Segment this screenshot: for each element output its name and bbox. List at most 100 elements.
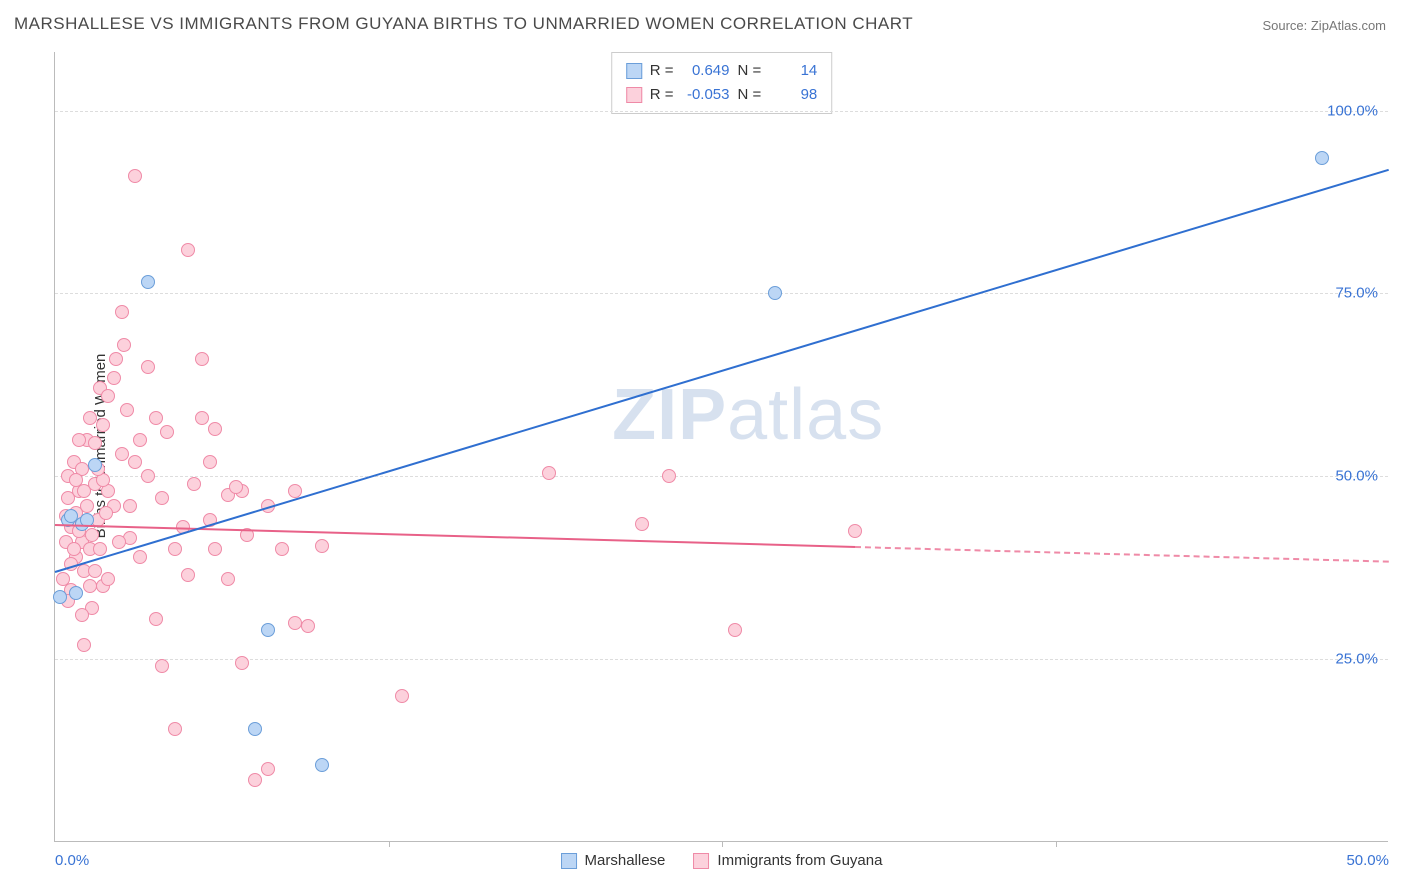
data-point <box>662 469 676 483</box>
data-point <box>229 480 243 494</box>
x-tick-mark <box>389 841 390 847</box>
gridline-h <box>55 476 1388 477</box>
trend-line <box>55 169 1390 573</box>
data-point <box>83 579 97 593</box>
data-point <box>181 243 195 257</box>
data-point <box>128 169 142 183</box>
data-point <box>315 539 329 553</box>
data-point <box>133 550 147 564</box>
data-point <box>149 612 163 626</box>
stat-r-label: R = <box>650 83 674 107</box>
data-point <box>99 506 113 520</box>
x-tick-label: 50.0% <box>1346 852 1389 869</box>
data-point <box>115 447 129 461</box>
data-point <box>77 638 91 652</box>
watermark-atlas: atlas <box>727 375 884 455</box>
data-point <box>141 275 155 289</box>
data-point <box>542 466 556 480</box>
data-point <box>83 411 97 425</box>
legend-item-series1: Marshallese <box>561 852 666 869</box>
data-point <box>235 656 249 670</box>
data-point <box>187 477 201 491</box>
data-point <box>123 499 137 513</box>
y-tick-label: 25.0% <box>1335 651 1378 668</box>
data-point <box>181 568 195 582</box>
data-point <box>168 542 182 556</box>
data-point <box>101 389 115 403</box>
legend-label: Marshallese <box>585 852 666 869</box>
data-point <box>77 484 91 498</box>
legend-item-series2: Immigrants from Guyana <box>693 852 882 869</box>
data-point <box>88 458 102 472</box>
correlation-stats-box: R = 0.649 N = 14 R = -0.053 N = 98 <box>611 52 833 114</box>
data-point <box>112 535 126 549</box>
data-point <box>141 469 155 483</box>
data-point <box>107 371 121 385</box>
data-point <box>101 572 115 586</box>
data-point <box>248 722 262 736</box>
gridline-h <box>55 111 1388 112</box>
data-point <box>109 352 123 366</box>
stat-n-value: 98 <box>769 83 817 107</box>
stat-r-label: R = <box>650 59 674 83</box>
data-point <box>160 425 174 439</box>
x-tick-mark <box>1056 841 1057 847</box>
data-point <box>72 433 86 447</box>
bottom-legend: Marshallese Immigrants from Guyana <box>561 852 883 869</box>
stat-n-value: 14 <box>769 59 817 83</box>
data-point <box>203 455 217 469</box>
data-point <box>261 623 275 637</box>
data-point <box>635 517 649 531</box>
data-point <box>53 590 67 604</box>
data-point <box>93 542 107 556</box>
source-attribution: Source: ZipAtlas.com <box>1262 18 1386 33</box>
data-point <box>208 542 222 556</box>
data-point <box>75 608 89 622</box>
data-point <box>261 762 275 776</box>
series2-swatch <box>626 87 642 103</box>
data-point <box>96 418 110 432</box>
stats-row-series2: R = -0.053 N = 98 <box>626 83 818 107</box>
series1-swatch <box>561 853 577 869</box>
data-point <box>1315 151 1329 165</box>
data-point <box>133 433 147 447</box>
data-point <box>301 619 315 633</box>
data-point <box>80 499 94 513</box>
stat-r-value: -0.053 <box>682 83 730 107</box>
stat-r-value: 0.649 <box>682 59 730 83</box>
data-point <box>395 689 409 703</box>
y-tick-label: 100.0% <box>1327 102 1378 119</box>
data-point <box>195 352 209 366</box>
data-point <box>248 773 262 787</box>
data-point <box>85 528 99 542</box>
data-point <box>88 436 102 450</box>
data-point <box>115 305 129 319</box>
gridline-h <box>55 659 1388 660</box>
data-point <box>288 616 302 630</box>
series1-swatch <box>626 63 642 79</box>
x-tick-mark <box>722 841 723 847</box>
watermark: ZIPatlas <box>612 374 884 456</box>
series2-swatch <box>693 853 709 869</box>
data-point <box>149 411 163 425</box>
data-point <box>208 422 222 436</box>
gridline-h <box>55 293 1388 294</box>
data-point <box>848 524 862 538</box>
data-point <box>221 572 235 586</box>
data-point <box>88 564 102 578</box>
data-point <box>315 758 329 772</box>
x-tick-label: 0.0% <box>55 852 89 869</box>
data-point <box>117 338 131 352</box>
data-point <box>275 542 289 556</box>
data-point <box>120 403 134 417</box>
data-point <box>155 659 169 673</box>
y-tick-label: 75.0% <box>1335 285 1378 302</box>
data-point <box>155 491 169 505</box>
data-point <box>69 586 83 600</box>
trend-line-extrapolated <box>855 546 1389 563</box>
data-point <box>141 360 155 374</box>
data-point <box>67 542 81 556</box>
chart-title: MARSHALLESE VS IMMIGRANTS FROM GUYANA BI… <box>14 14 913 34</box>
data-point <box>128 455 142 469</box>
stats-row-series1: R = 0.649 N = 14 <box>626 59 818 83</box>
